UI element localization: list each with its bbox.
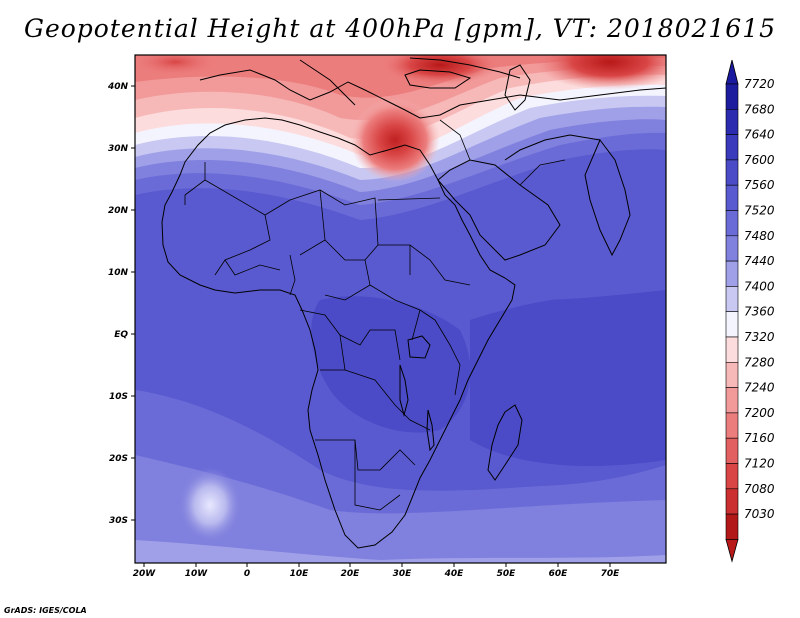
colorbar-swatch (725, 488, 739, 515)
colorbar-top-arrow (725, 59, 739, 85)
colorbar-label: 7600 (744, 153, 775, 167)
lon-tick: 20W (133, 563, 157, 579)
colorbar-swatch (725, 235, 739, 262)
colorbar-label: 7360 (744, 305, 775, 319)
colorbar-label: 7120 (744, 457, 775, 471)
lon-tick: 40E (444, 563, 465, 579)
colorbar-swatch (725, 83, 739, 110)
lon-tick-label: 10W (185, 569, 209, 579)
lat-tick-label: EQ (114, 330, 128, 340)
lon-tick: 30E (393, 563, 413, 579)
colorbar-label: 7680 (744, 102, 775, 116)
country-borders (184, 119, 566, 511)
colorbar-label: 7440 (744, 254, 775, 268)
lon-tick-label: 20W (133, 569, 157, 579)
lat-tick-label: 40N (107, 82, 129, 92)
lat-tick-label: 10N (108, 268, 129, 278)
colorbar-swatch (725, 286, 739, 312)
lat-tick: 30N (108, 144, 135, 154)
lon-tick: 0 (244, 563, 250, 579)
colorbar-swatch (725, 387, 739, 414)
lon-axis: 20W 10W 0 10E 20E 30E 40E 50E 60E 70E (133, 563, 620, 579)
colorbar-label: 7030 (744, 507, 775, 521)
colorbar-swatch (725, 513, 739, 540)
lat-tick: 40N (107, 82, 135, 92)
colorbar-swatch (725, 336, 739, 363)
lat-tick: 20N (108, 206, 135, 216)
colorbar-swatch (725, 437, 739, 464)
colorbar-label: 7200 (744, 406, 775, 420)
height-field (135, 55, 666, 563)
colorbar-label: 7520 (744, 204, 775, 218)
colorbar-swatch (725, 311, 739, 338)
lon-tick: 10W (185, 563, 209, 579)
lon-tick: 70E (601, 563, 621, 579)
colorbar-swatch (725, 260, 739, 287)
colorbar-swatch (725, 159, 739, 186)
colorbar-label: 7240 (744, 381, 775, 395)
chart-title: Geopotential Height at 400hPa [gpm], VT:… (23, 14, 777, 43)
colorbar-bottom-arrow (725, 539, 739, 563)
lat-tick: EQ (114, 330, 135, 340)
lon-tick-label: 40E (444, 569, 465, 579)
colorbar-label: 7720 (744, 77, 775, 91)
colorbar-label: 7160 (744, 431, 775, 445)
colorbar-swatch (725, 134, 739, 161)
lat-tick-label: 10S (109, 392, 128, 402)
colorbar-label: 7560 (744, 178, 775, 192)
lat-tick-label: 30S (109, 516, 128, 526)
lon-tick: 50E (497, 563, 517, 579)
lon-tick-label: 10E (290, 569, 310, 579)
colorbar-label: 7400 (744, 279, 775, 293)
map-frame (134, 54, 667, 564)
colorbar-swatch (725, 210, 739, 237)
lat-tick: 10S (109, 392, 135, 402)
lon-tick-label: 0 (244, 569, 250, 579)
colorbar-swatch (725, 361, 739, 388)
colorbar-swatch (725, 412, 739, 439)
grads-credit: GrADS: IGES/COLA (4, 606, 87, 615)
colorbar-label: 7080 (744, 482, 775, 496)
lat-tick: 20S (109, 454, 135, 464)
lat-tick-label: 20S (109, 454, 128, 464)
colorbar-label: 7320 (744, 330, 775, 344)
lon-tick: 10E (290, 563, 310, 579)
lon-tick-label: 50E (497, 569, 517, 579)
lat-tick-label: 30N (108, 144, 129, 154)
colorbar-label: 7280 (744, 355, 775, 369)
colorbar-swatch (725, 463, 739, 490)
colorbar-label: 7640 (744, 128, 775, 142)
lat-tick-label: 20N (108, 206, 129, 216)
lon-tick-label: 30E (393, 569, 413, 579)
coastlines (161, 57, 666, 549)
lon-tick-label: 60E (549, 569, 569, 579)
colorbar-label: 7480 (744, 229, 775, 243)
colorbar-swatch (725, 184, 739, 211)
colorbar: 7720 7680 7640 7600 7560 7520 7480 7440 7400 7360… (725, 59, 775, 563)
lon-tick-label: 70E (601, 569, 621, 579)
lat-tick: 10N (108, 268, 135, 278)
lon-tick-label: 20E (341, 569, 361, 579)
lat-axis: 40N 30N 20N 10N EQ 10S 20S 30S (107, 82, 135, 526)
lat-tick: 30S (109, 516, 135, 526)
lon-tick: 60E (549, 563, 569, 579)
colorbar-swatch (725, 109, 739, 135)
lon-tick: 20E (341, 563, 361, 579)
